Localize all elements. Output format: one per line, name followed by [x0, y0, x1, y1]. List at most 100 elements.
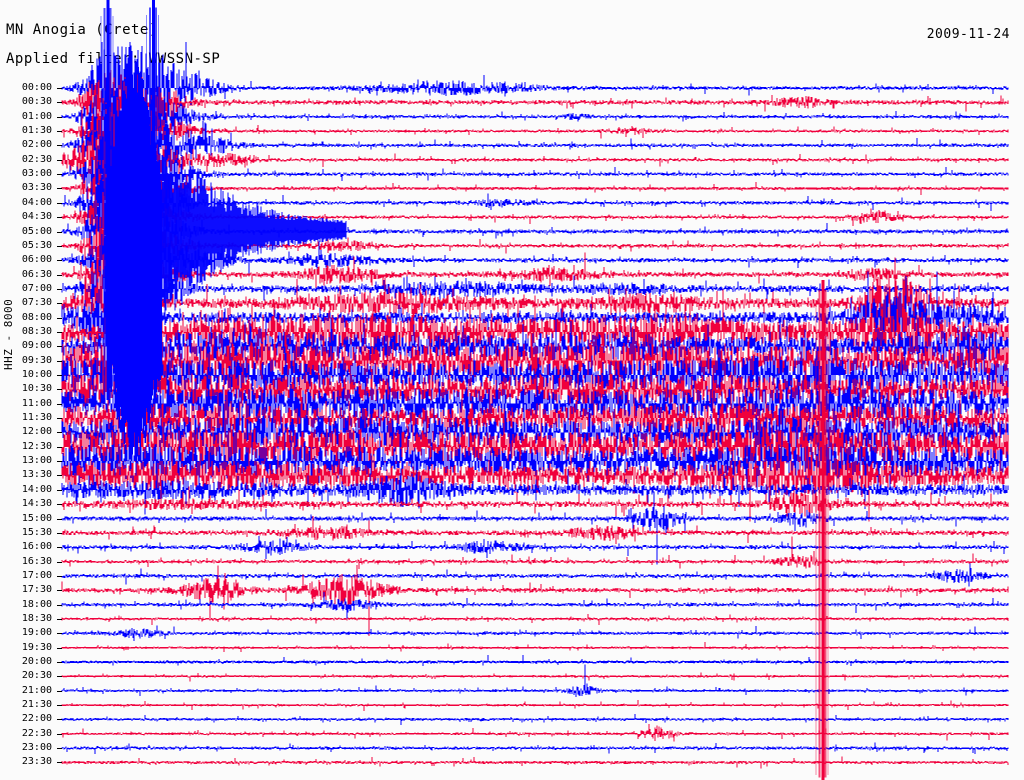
- time-tick-label: 01:00: [21, 110, 52, 122]
- time-tick-label: 02:30: [21, 153, 52, 165]
- time-tick-label: 10:30: [21, 383, 52, 395]
- time-tick-mark: [57, 647, 62, 649]
- time-tick-label: 21:30: [21, 699, 52, 711]
- seismic-trace: [61, 664, 1009, 697]
- seismic-trace: [61, 99, 1009, 188]
- seismic-trace: [61, 713, 1009, 725]
- time-tick-label: 07:00: [21, 282, 52, 294]
- seismic-trace: [61, 479, 1009, 517]
- record-date: 2009-11-24: [926, 27, 1010, 42]
- time-tick-label: 16:30: [21, 555, 52, 567]
- time-tick-mark: [57, 561, 62, 563]
- seismic-trace: [61, 672, 1009, 682]
- time-tick-label: 11:00: [21, 397, 52, 409]
- time-tick-mark: [57, 375, 62, 376]
- time-tick-label: 18:00: [21, 598, 52, 610]
- time-tick-label: 00:30: [21, 96, 52, 108]
- time-tick-mark: [57, 317, 62, 319]
- seismic-trace: [61, 113, 1009, 206]
- time-tick-mark: [57, 260, 62, 262]
- seismic-trace: [61, 641, 1009, 652]
- time-tick-mark: [57, 719, 62, 721]
- seismic-trace: [61, 329, 1009, 421]
- time-tick-label: 22:00: [21, 713, 52, 725]
- time-tick-label: 12:00: [21, 426, 52, 438]
- time-tick-label: 13:00: [21, 455, 52, 467]
- time-tick-label: 20:30: [21, 670, 52, 682]
- time-tick-label: 08:30: [21, 325, 52, 337]
- time-tick-label: 03:00: [21, 168, 52, 180]
- time-tick-label: 22:30: [21, 727, 52, 739]
- time-tick-mark: [57, 217, 62, 219]
- time-tick-label: 01:30: [21, 125, 52, 137]
- time-tick-label: 14:00: [21, 483, 52, 495]
- time-tick-label: 05:30: [21, 239, 52, 251]
- time-tick-mark: [57, 88, 62, 89]
- time-tick-label: 03:30: [21, 182, 52, 194]
- time-tick-label: 08:00: [21, 311, 52, 323]
- seismic-trace: [61, 516, 1009, 544]
- time-tick-mark: [57, 733, 62, 735]
- time-tick-mark: [57, 690, 62, 692]
- seismic-trace: [61, 625, 1009, 641]
- time-tick-mark: [57, 532, 62, 534]
- time-tick-mark: [57, 418, 62, 420]
- time-tick-label: 05:00: [21, 225, 52, 237]
- seismic-trace: [61, 591, 1009, 619]
- time-tick-label: 15:00: [21, 512, 52, 524]
- time-tick-mark: [57, 102, 62, 104]
- time-tick-mark: [57, 518, 62, 520]
- time-tick-mark: [57, 475, 62, 477]
- seismic-trace: [61, 536, 1009, 569]
- time-tick-label: 00:00: [21, 82, 52, 93]
- time-tick-mark: [57, 547, 62, 549]
- time-tick-label: 23:30: [21, 756, 52, 768]
- time-tick-mark: [57, 245, 62, 247]
- seismic-trace: [61, 700, 1009, 712]
- seismic-trace: [61, 69, 1009, 149]
- time-tick-mark: [57, 676, 62, 678]
- seismic-trace: [61, 742, 1009, 755]
- time-tick-mark: [57, 662, 62, 663]
- time-tick-mark: [57, 145, 62, 147]
- time-tick-label: 06:00: [21, 254, 52, 266]
- time-tick-mark: [57, 274, 62, 276]
- seismic-trace: [61, 756, 1009, 769]
- time-tick-mark: [57, 604, 62, 606]
- seismic-trace: [61, 564, 1009, 637]
- time-tick-mark: [57, 748, 62, 750]
- time-tick-mark: [57, 131, 62, 133]
- seismic-trace: [61, 257, 1009, 347]
- time-tick-label: 23:00: [21, 742, 52, 754]
- time-tick-label: 12:30: [21, 440, 52, 452]
- time-tick-label: 10:00: [21, 369, 52, 380]
- time-tick-label: 18:30: [21, 612, 52, 624]
- time-tick-mark: [57, 231, 62, 233]
- seismic-trace: [61, 491, 1009, 565]
- seismic-trace: [61, 535, 1009, 559]
- time-tick-label: 21:00: [21, 684, 52, 696]
- seismic-trace: [61, 563, 1009, 587]
- time-tick-mark: [57, 188, 62, 190]
- time-tick-mark: [57, 346, 62, 348]
- time-tick-label: 11:30: [21, 412, 52, 424]
- seismic-trace: [61, 723, 1009, 742]
- time-tick-label: 02:00: [21, 139, 52, 151]
- seismic-trace: [61, 70, 1009, 163]
- time-tick-label: 17:00: [21, 569, 52, 581]
- time-tick-mark: [57, 432, 62, 434]
- applied-filter-label: Applied filter: WWSSN-SP: [6, 51, 221, 67]
- time-tick-mark: [57, 575, 62, 577]
- time-tick-label: 16:00: [21, 541, 52, 553]
- time-tick-mark: [57, 489, 62, 491]
- time-tick-label: 15:30: [21, 526, 52, 538]
- time-tick-label: 19:30: [21, 641, 52, 653]
- time-tick-label: 13:30: [21, 469, 52, 481]
- time-tick-mark: [57, 461, 62, 463]
- time-tick-label: 09:00: [21, 340, 52, 352]
- time-tick-mark: [57, 633, 62, 635]
- time-tick-mark: [57, 705, 62, 707]
- seismic-trace: [61, 42, 1009, 134]
